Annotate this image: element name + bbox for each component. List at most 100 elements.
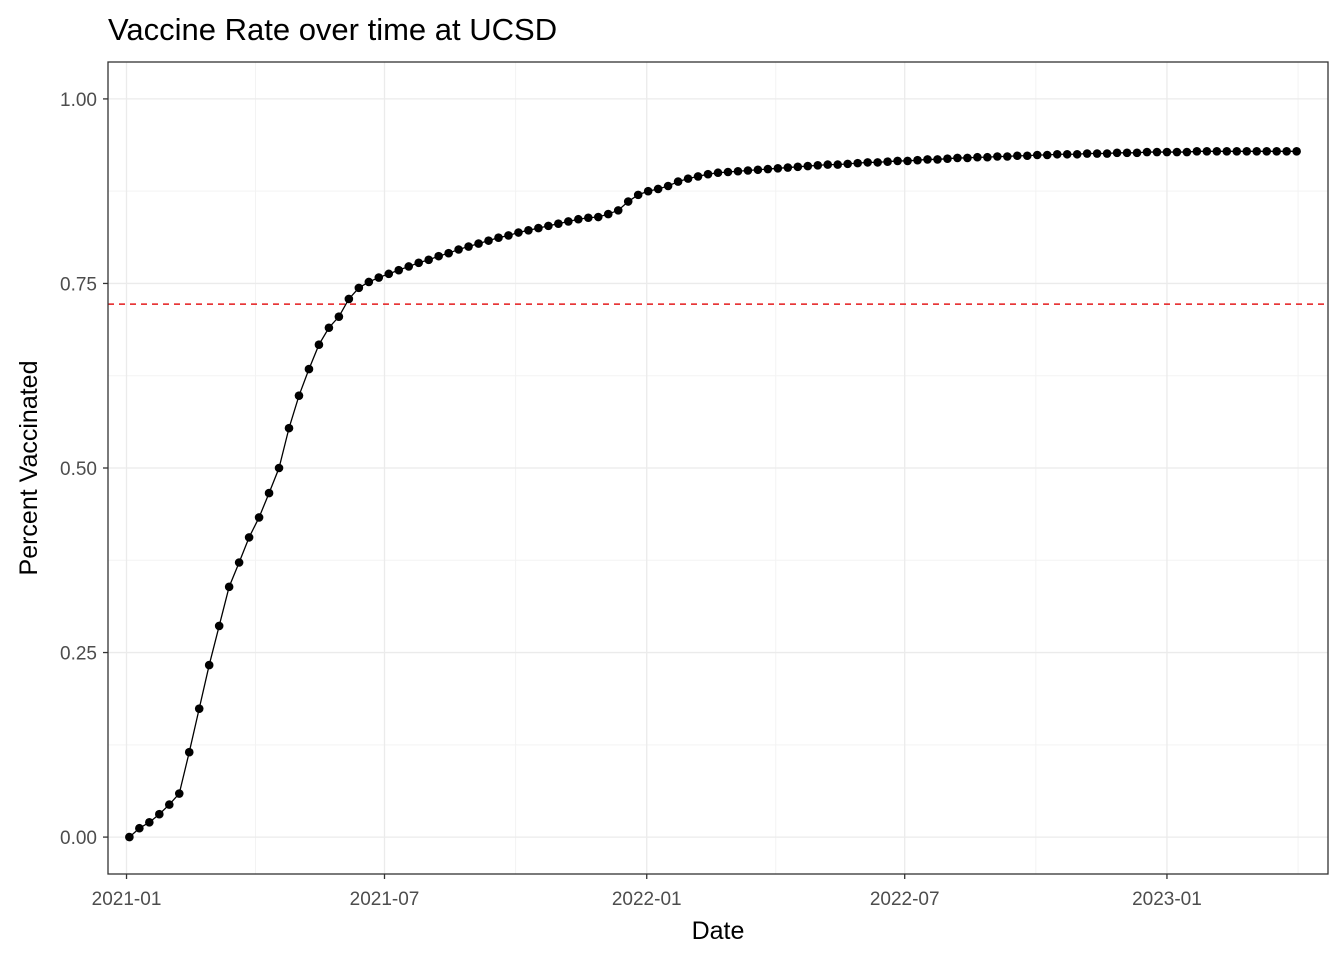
data-point (853, 158, 862, 168)
data-point (135, 823, 144, 833)
data-point (1222, 147, 1232, 156)
data-point (803, 161, 813, 171)
data-point (194, 704, 204, 713)
data-point (1072, 149, 1082, 159)
data-point (1292, 147, 1301, 156)
data-point (1122, 148, 1132, 158)
y-axis-ticks: 0.00 0.25 0.50 0.75 1.00 (60, 90, 108, 849)
data-point (823, 160, 833, 169)
data-point (514, 228, 523, 237)
data-point (524, 226, 533, 235)
x-axis-title: Date (692, 917, 745, 945)
data-point (983, 152, 992, 162)
data-point (145, 818, 154, 827)
data-point (623, 197, 633, 206)
data-point (474, 239, 483, 248)
data-point (1212, 147, 1222, 156)
data-point (723, 167, 733, 177)
data-point (274, 463, 284, 473)
data-point (683, 174, 693, 183)
data-point (693, 172, 703, 181)
y-tick-label: 1.00 (60, 90, 97, 111)
data-point (923, 155, 932, 164)
data-point (953, 153, 962, 163)
data-point (603, 209, 613, 219)
data-point (1152, 147, 1162, 157)
data-point (494, 233, 503, 242)
data-point (793, 162, 803, 172)
data-point (1232, 147, 1242, 156)
data-point (434, 251, 443, 261)
data-point (1162, 147, 1172, 157)
data-point (244, 533, 254, 542)
data-point (1252, 147, 1262, 156)
data-point (943, 154, 952, 163)
x-tick-label: 2022-07 (870, 889, 940, 910)
data-point (883, 157, 892, 166)
data-point (564, 217, 573, 226)
data-point (534, 223, 543, 233)
data-point (1082, 149, 1092, 158)
data-point (933, 155, 942, 164)
data-point (703, 169, 713, 179)
data-point (374, 273, 384, 282)
data-point (1202, 147, 1212, 156)
data-point (833, 160, 843, 169)
data-point (1042, 150, 1052, 160)
x-tick-label: 2021-07 (350, 889, 420, 910)
chart-title: Vaccine Rate over time at UCSD (108, 12, 557, 47)
data-point (863, 158, 872, 167)
data-point (214, 621, 224, 631)
data-point (234, 558, 244, 567)
data-point (454, 245, 463, 254)
data-point (464, 242, 473, 251)
data-point (1013, 151, 1022, 161)
data-point (294, 391, 304, 400)
data-point (584, 213, 593, 223)
data-point (653, 184, 663, 194)
y-axis-title: Percent Vaccinated (15, 361, 43, 576)
data-point (1182, 147, 1192, 157)
data-point (1112, 148, 1122, 158)
data-point (414, 258, 424, 268)
data-point (554, 219, 563, 228)
data-point (155, 809, 164, 819)
data-point (673, 177, 683, 186)
data-point (344, 294, 354, 304)
data-point (663, 181, 673, 191)
data-point (773, 164, 783, 173)
data-point (404, 262, 414, 271)
data-point (254, 513, 264, 522)
data-point (1272, 147, 1281, 156)
data-point (574, 214, 583, 224)
data-point (1022, 151, 1032, 161)
data-point (963, 153, 972, 163)
data-point (384, 269, 394, 279)
data-point (743, 166, 753, 175)
data-point (204, 660, 214, 670)
data-point (1003, 152, 1012, 161)
data-point (613, 206, 623, 215)
data-point (324, 323, 334, 333)
data-point (973, 152, 982, 162)
data-point (763, 164, 773, 174)
data-point (364, 277, 374, 287)
data-point (1092, 149, 1102, 158)
y-tick-label: 0.75 (60, 274, 97, 295)
data-point (444, 248, 453, 258)
data-point (1052, 149, 1062, 159)
data-point (593, 212, 603, 222)
data-point (174, 789, 184, 798)
data-point (334, 312, 344, 321)
data-point (284, 423, 294, 433)
data-point (394, 265, 404, 275)
data-point (125, 832, 134, 842)
data-point (1032, 150, 1042, 160)
data-point (903, 156, 912, 166)
data-point (993, 152, 1002, 161)
series-line (128, 150, 1297, 838)
data-point (843, 159, 852, 169)
data-point (873, 158, 882, 167)
